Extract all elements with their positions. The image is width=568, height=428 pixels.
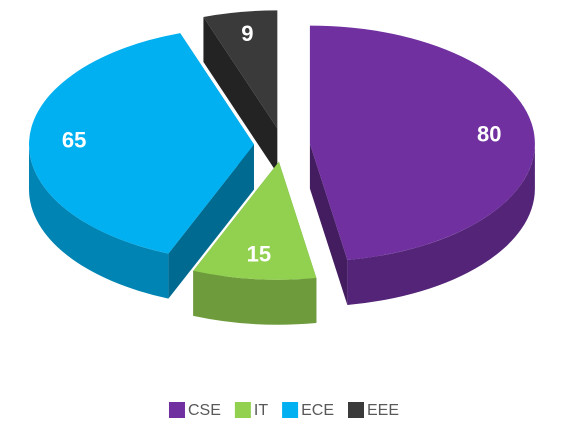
slice-top — [193, 161, 317, 280]
data-label: 80 — [477, 122, 501, 147]
slice — [203, 10, 278, 174]
slice-top — [309, 25, 535, 260]
slice-wall — [347, 143, 535, 305]
slice — [193, 161, 317, 325]
data-label: 65 — [62, 128, 86, 153]
data-label: 15 — [247, 241, 271, 266]
legend-swatch — [282, 402, 299, 418]
slice-side — [168, 144, 255, 299]
slice-side — [203, 16, 278, 174]
data-label: 9 — [241, 21, 253, 46]
legend-swatch — [234, 402, 251, 418]
slice-side — [309, 143, 348, 305]
slice-wall — [193, 270, 317, 325]
legend-label: ECE — [301, 402, 334, 419]
slice-top — [203, 10, 278, 129]
slice — [309, 25, 535, 305]
legend-swatch — [348, 402, 365, 418]
legend-label: EEE — [367, 402, 399, 419]
slice-wall — [29, 144, 169, 299]
legend-label: CSE — [188, 402, 221, 419]
slice — [29, 33, 255, 299]
legend-label: IT — [254, 402, 268, 419]
slice-top — [29, 33, 255, 254]
legend: CSE IT ECE EEE — [168, 402, 399, 419]
legend-swatch — [168, 402, 185, 418]
